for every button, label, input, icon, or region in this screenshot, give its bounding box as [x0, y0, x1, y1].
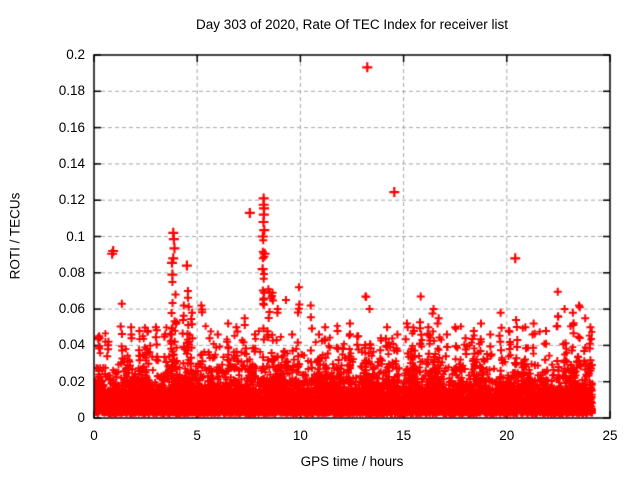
- y-tick-label: 0.08: [58, 264, 85, 280]
- x-tick-label: 10: [292, 428, 308, 443]
- x-tick-label: 20: [499, 428, 515, 443]
- y-tick-label: 0.02: [58, 373, 85, 389]
- y-tick-label: 0.06: [58, 301, 85, 317]
- y-tick-label: 0.16: [58, 119, 85, 135]
- y-tick-label: 0.12: [58, 192, 85, 208]
- x-tick-label: 25: [602, 428, 618, 443]
- x-tick-label: 5: [193, 428, 201, 443]
- y-tick-label: 0.2: [66, 47, 85, 62]
- y-tick-label: 0: [77, 410, 85, 425]
- y-tick-label: 0.14: [58, 155, 85, 171]
- x-tick-label: 0: [90, 428, 98, 443]
- chart-title: Day 303 of 2020, Rate Of TEC Index for r…: [196, 17, 508, 32]
- y-tick-label: 0.04: [58, 337, 85, 353]
- x-tick-label: 15: [396, 428, 412, 443]
- x-axis-label: GPS time / hours: [300, 454, 404, 469]
- y-tick-label: 0.1: [66, 228, 85, 244]
- y-tick-label: 0.18: [58, 83, 85, 99]
